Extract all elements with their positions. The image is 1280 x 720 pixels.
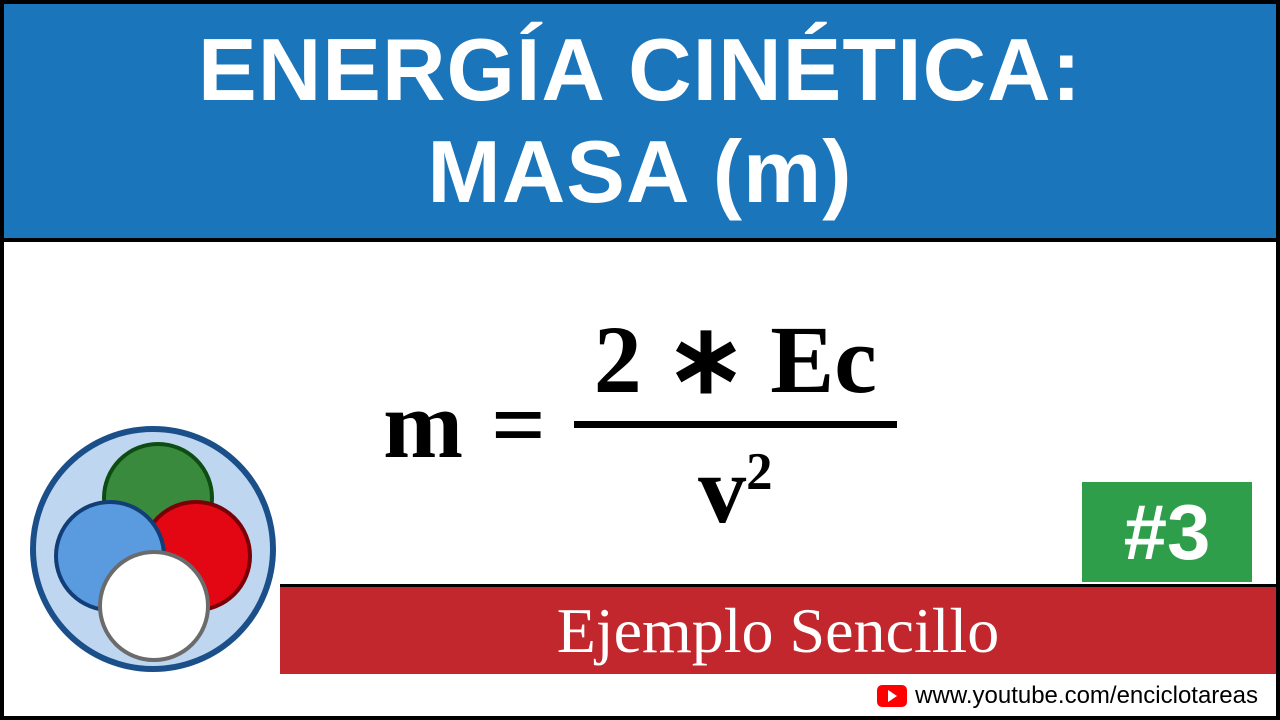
badge-label: #3: [1124, 487, 1211, 578]
eq-denominator: v2: [678, 428, 792, 545]
eq-equals: =: [491, 369, 546, 480]
eq-fraction: 2 ∗ Ec v2: [574, 303, 897, 545]
channel-logo: [28, 424, 278, 674]
eq-den-base: v: [698, 436, 746, 543]
title-banner: ENERGÍA CINÉTICA: MASA (m): [4, 4, 1276, 242]
title-line-1: ENERGÍA CINÉTICA:: [198, 19, 1082, 121]
subtitle-text: Ejemplo Sencillo: [557, 594, 1000, 668]
eq-den-exp: 2: [746, 443, 772, 501]
subtitle-banner: Ejemplo Sencillo: [280, 584, 1276, 674]
thumbnail: ENERGÍA CINÉTICA: MASA (m) m = 2 ∗ Ec v2…: [0, 0, 1280, 720]
number-badge: #3: [1082, 482, 1252, 582]
eq-numerator: 2 ∗ Ec: [574, 303, 897, 421]
equation: m = 2 ∗ Ec v2: [383, 303, 897, 545]
youtube-icon: [877, 685, 907, 707]
channel-url-text: www.youtube.com/enciclotareas: [915, 682, 1258, 710]
title-line-2: MASA (m): [427, 121, 852, 223]
eq-lhs: m: [383, 369, 463, 480]
eq-fraction-bar: [574, 421, 897, 428]
channel-link[interactable]: www.youtube.com/enciclotareas: [877, 682, 1258, 710]
